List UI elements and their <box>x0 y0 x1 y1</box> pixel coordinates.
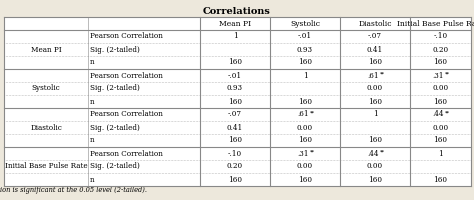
Text: 160: 160 <box>368 176 382 184</box>
Text: 160: 160 <box>434 176 447 184</box>
Text: 0.00: 0.00 <box>367 162 383 170</box>
Text: **: ** <box>445 72 450 76</box>
Text: 160: 160 <box>298 136 312 144</box>
Text: 160: 160 <box>434 136 447 144</box>
Text: -.01: -.01 <box>298 32 312 40</box>
Text: 0.00: 0.00 <box>297 162 313 170</box>
Text: .61: .61 <box>297 110 309 118</box>
Text: **: ** <box>445 110 450 116</box>
Text: Initial Base Pulse Rate: Initial Base Pulse Rate <box>397 20 474 27</box>
Text: .31: .31 <box>297 150 309 158</box>
Text: Initial Base Pulse Rate: Initial Base Pulse Rate <box>5 162 87 170</box>
Text: Systolic: Systolic <box>32 84 60 92</box>
Text: 160: 160 <box>298 176 312 184</box>
Text: .44: .44 <box>433 110 444 118</box>
Text: 0.93: 0.93 <box>227 84 243 92</box>
Text: 0.20: 0.20 <box>227 162 243 170</box>
Text: 0.00: 0.00 <box>432 84 448 92</box>
Text: -.07: -.07 <box>368 32 382 40</box>
Text: Pearson Correlation: Pearson Correlation <box>90 150 163 158</box>
Text: Correlations: Correlations <box>203 7 271 16</box>
Text: Sig. (2-tailed): Sig. (2-tailed) <box>90 162 140 170</box>
Text: Mean PI: Mean PI <box>219 20 251 27</box>
Text: Sig. (2-tailed): Sig. (2-tailed) <box>90 84 140 92</box>
Text: 160: 160 <box>368 136 382 144</box>
Text: .44: .44 <box>367 150 379 158</box>
Text: Pearson Correlation: Pearson Correlation <box>90 110 163 118</box>
Text: .31: .31 <box>433 72 444 79</box>
Text: n: n <box>90 136 95 144</box>
Text: n: n <box>90 176 95 184</box>
Text: 0.20: 0.20 <box>432 46 448 53</box>
Text: 160: 160 <box>228 58 242 66</box>
Text: **: ** <box>310 110 315 116</box>
Text: -.10: -.10 <box>433 32 447 40</box>
Text: .61: .61 <box>367 72 379 79</box>
Text: -.07: -.07 <box>228 110 242 118</box>
Text: 0.93: 0.93 <box>297 46 313 53</box>
Text: 160: 160 <box>228 98 242 106</box>
Bar <box>4 17 471 186</box>
Text: 160: 160 <box>434 58 447 66</box>
Text: -.01: -.01 <box>228 72 242 79</box>
Text: 160: 160 <box>228 136 242 144</box>
Text: 160: 160 <box>298 98 312 106</box>
Text: 0.00: 0.00 <box>297 123 313 132</box>
Text: 160: 160 <box>368 98 382 106</box>
Text: **: ** <box>380 150 384 154</box>
Text: n: n <box>90 58 95 66</box>
Text: 0.41: 0.41 <box>227 123 243 132</box>
Text: Pearson Correlation: Pearson Correlation <box>90 32 163 40</box>
Text: Diastolic: Diastolic <box>358 20 392 27</box>
Text: 0.00: 0.00 <box>367 84 383 92</box>
Text: 0.00: 0.00 <box>432 123 448 132</box>
Text: **: ** <box>310 150 315 154</box>
Text: -.10: -.10 <box>228 150 242 158</box>
Text: 160: 160 <box>368 58 382 66</box>
Text: Mean PI: Mean PI <box>31 46 61 53</box>
Text: Systolic: Systolic <box>290 20 320 27</box>
Text: 1: 1 <box>302 72 307 79</box>
Text: Pearson Correlation: Pearson Correlation <box>90 72 163 79</box>
Text: 160: 160 <box>228 176 242 184</box>
Text: **: ** <box>380 72 384 76</box>
Text: 1: 1 <box>438 150 443 158</box>
Text: 160: 160 <box>298 58 312 66</box>
Text: 1: 1 <box>233 32 237 40</box>
Text: Sig. (2-tailed): Sig. (2-tailed) <box>90 46 140 53</box>
Text: 160: 160 <box>434 98 447 106</box>
Text: 0.41: 0.41 <box>367 46 383 53</box>
Text: n: n <box>90 98 95 106</box>
Text: 1: 1 <box>373 110 377 118</box>
Text: Diastolic: Diastolic <box>30 123 62 132</box>
Text: Sig. (2-tailed): Sig. (2-tailed) <box>90 123 140 132</box>
Text: **. Correlation is significant at the 0.05 level (2-tailed).: **. Correlation is significant at the 0.… <box>0 186 147 194</box>
